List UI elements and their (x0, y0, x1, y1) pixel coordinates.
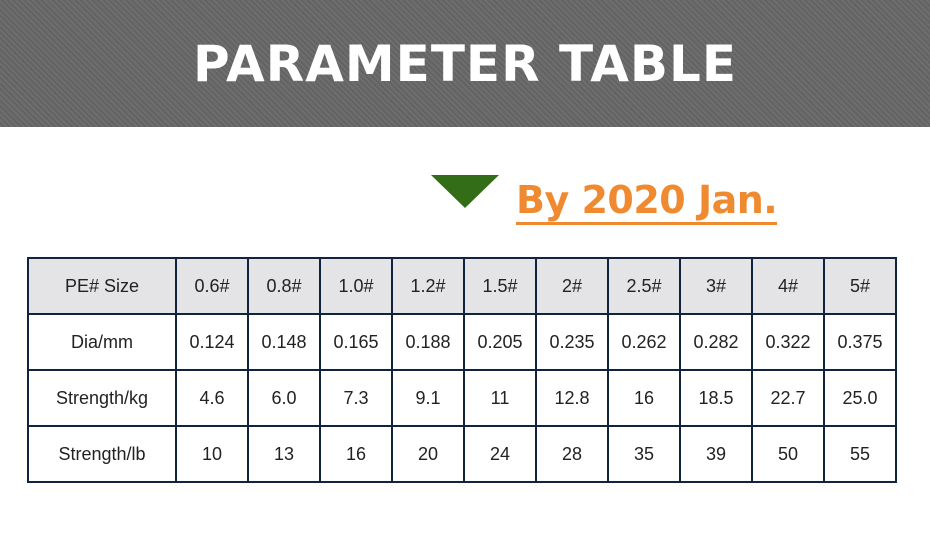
table-cell: 28 (535, 425, 609, 483)
table-row: Dia/mm 0.124 0.148 0.165 0.188 0.205 0.235 0.26… (27, 313, 897, 371)
table-header-row: PE# Size 0.6# 0.8# 1.0# 1.2# 1.5# 2# 2.5# 3# 4# 5# (27, 257, 897, 315)
table-cell: 16 (607, 369, 681, 427)
table-cell: 0.205 (463, 313, 537, 371)
table-cell: 6.0 (247, 369, 321, 427)
table-cell: 0.322 (751, 313, 825, 371)
date-note: By 2020 Jan. (516, 178, 778, 225)
table-cell: 5# (823, 257, 897, 315)
title-banner: PARAMETER TABLE (0, 0, 930, 127)
table-cell: 16 (319, 425, 393, 483)
table-cell: 0.282 (679, 313, 753, 371)
table-cell: 11 (463, 369, 537, 427)
table-cell: 0.6# (175, 257, 249, 315)
row-label: Strength/kg (27, 369, 177, 427)
table-cell: 20 (391, 425, 465, 483)
table-cell: 9.1 (391, 369, 465, 427)
table-cell: 13 (247, 425, 321, 483)
table-cell: 4# (751, 257, 825, 315)
table-cell: 50 (751, 425, 825, 483)
table-cell: 7.3 (319, 369, 393, 427)
triangle-down-icon (431, 175, 499, 208)
table-cell: 0.235 (535, 313, 609, 371)
table-cell: 12.8 (535, 369, 609, 427)
table-cell: 10 (175, 425, 249, 483)
table-cell: 1.2# (391, 257, 465, 315)
table-cell: 0.148 (247, 313, 321, 371)
table-cell: 0.188 (391, 313, 465, 371)
row-label: PE# Size (27, 257, 177, 315)
table-cell: 2# (535, 257, 609, 315)
table-cell: 18.5 (679, 369, 753, 427)
table-cell: 55 (823, 425, 897, 483)
table-cell: 35 (607, 425, 681, 483)
parameter-table: PE# Size 0.6# 0.8# 1.0# 1.2# 1.5# 2# 2.5# 3# 4# 5#… (27, 257, 897, 483)
table-row: Strength/lb 10 13 16 20 24 28 35 39 50 55 (27, 425, 897, 483)
table-cell: 24 (463, 425, 537, 483)
table-cell: 1.0# (319, 257, 393, 315)
table-cell: 0.124 (175, 313, 249, 371)
table-cell: 1.5# (463, 257, 537, 315)
table-cell: 2.5# (607, 257, 681, 315)
table-cell: 39 (679, 425, 753, 483)
table-cell: 3# (679, 257, 753, 315)
table-row: Strength/kg 4.6 6.0 7.3 9.1 11 12.8 16 18.5 22.7 2… (27, 369, 897, 427)
table-cell: 0.8# (247, 257, 321, 315)
row-label: Strength/lb (27, 425, 177, 483)
page-title: PARAMETER TABLE (192, 34, 738, 93)
table-cell: 4.6 (175, 369, 249, 427)
table-cell: 0.262 (607, 313, 681, 371)
table-cell: 0.375 (823, 313, 897, 371)
table-cell: 0.165 (319, 313, 393, 371)
row-label: Dia/mm (27, 313, 177, 371)
table-cell: 25.0 (823, 369, 897, 427)
table-cell: 22.7 (751, 369, 825, 427)
